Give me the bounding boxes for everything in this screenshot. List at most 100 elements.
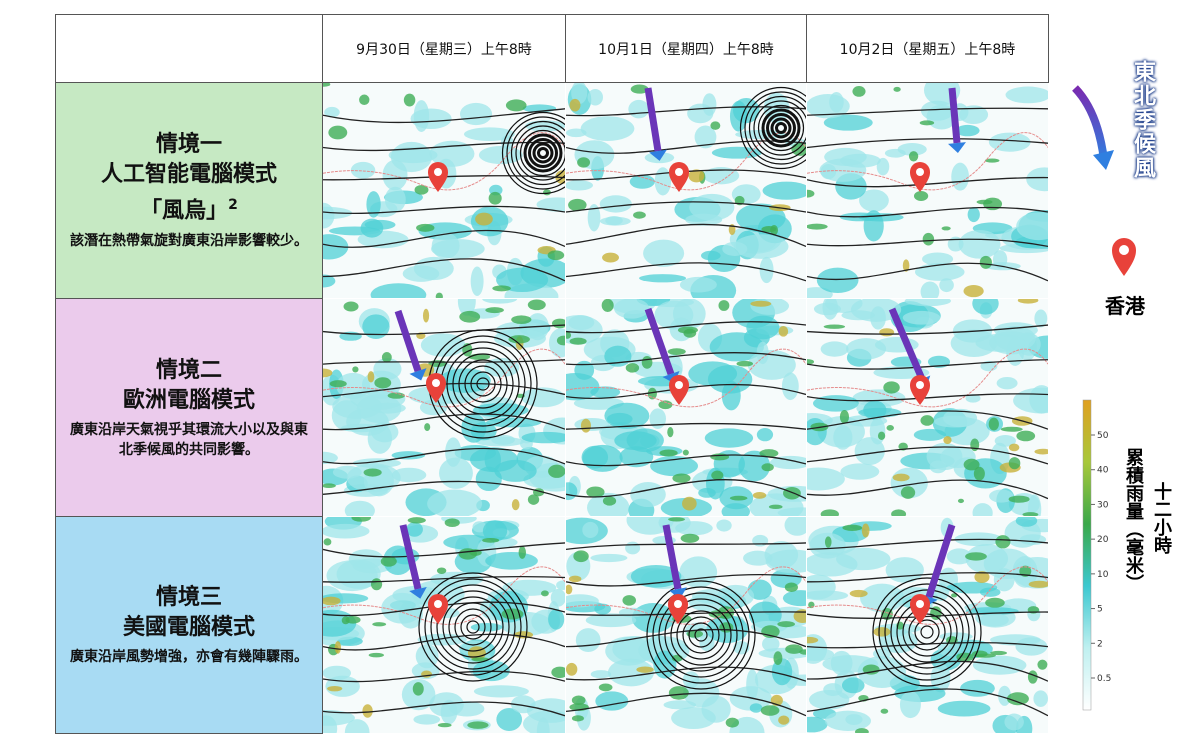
heavy-rain xyxy=(951,593,958,598)
heavy-rain xyxy=(823,324,846,329)
rain-area xyxy=(496,707,523,732)
rain-area xyxy=(762,181,806,200)
hk-pin-dot xyxy=(675,381,683,389)
cyclone-isobar xyxy=(528,138,558,168)
isobar xyxy=(323,205,565,214)
isobar xyxy=(807,262,1048,282)
rain-area xyxy=(764,541,799,569)
rain-area xyxy=(427,489,483,516)
rain-area xyxy=(869,417,886,445)
rain-area xyxy=(626,517,674,535)
heavy-rain xyxy=(752,492,767,499)
rain-area xyxy=(926,442,963,471)
rain-area xyxy=(926,104,957,130)
rain-area xyxy=(390,141,433,173)
colorbar-tick-label: 50 xyxy=(1097,431,1109,441)
cyclone-isobar xyxy=(770,117,792,139)
rain-area xyxy=(859,189,889,212)
hk-pin-dot xyxy=(432,379,440,387)
cyclone-isobar xyxy=(523,133,563,173)
rain-area xyxy=(344,719,370,733)
cyclone-isobar xyxy=(670,604,732,666)
heavy-rain xyxy=(541,590,549,597)
heavy-rain xyxy=(941,226,951,231)
column-header-text: 10月2日（星期五）上午8時 xyxy=(839,41,1016,58)
rain-area xyxy=(391,451,426,460)
rain-area xyxy=(884,148,906,158)
model-map xyxy=(323,299,565,516)
heavy-rain xyxy=(566,584,573,595)
heavy-rain xyxy=(886,424,894,431)
cyclone-isobar xyxy=(658,592,744,678)
rain-area xyxy=(972,503,993,516)
rain-area xyxy=(402,265,440,282)
isobar xyxy=(323,258,565,282)
colorbar-title: 十二小時 xyxy=(1151,482,1172,554)
heavy-rain xyxy=(363,468,382,477)
row-title: 情境二 xyxy=(156,356,222,386)
cyclone-isobar xyxy=(694,628,708,642)
cyclone-isobar xyxy=(501,111,565,195)
rain-area xyxy=(430,571,484,587)
rain-area xyxy=(626,428,664,453)
rain-area xyxy=(366,191,381,218)
heavy-rain xyxy=(568,198,587,212)
hk-pin xyxy=(428,162,448,192)
rain-area xyxy=(902,310,941,325)
rain-area xyxy=(812,395,859,412)
cyclone-isobar xyxy=(464,365,502,403)
rain-area xyxy=(566,180,594,191)
cyclone-isobar xyxy=(448,602,498,652)
heavy-rain xyxy=(566,331,572,339)
cyclone-isobar xyxy=(424,578,522,676)
rain-area xyxy=(820,341,849,357)
rain-area xyxy=(752,534,769,547)
column-header-text: 10月1日（星期四）上午8時 xyxy=(598,41,774,58)
heavy-rain xyxy=(641,356,653,369)
heavy-rain xyxy=(760,705,780,716)
model-map xyxy=(323,517,565,733)
row-title-text: 情境一 xyxy=(155,132,222,158)
column-header: 10月2日（星期五）上午8時 xyxy=(806,14,1049,83)
rain-area xyxy=(445,437,462,467)
rain-area xyxy=(807,647,835,661)
heavy-rain xyxy=(971,650,988,658)
heavy-rain xyxy=(359,94,370,106)
heavy-rain xyxy=(672,473,691,483)
cyclone-isobar xyxy=(753,100,806,156)
rain-area xyxy=(876,157,890,176)
heavy-rain xyxy=(839,409,850,424)
coastline xyxy=(566,566,806,625)
cyclone-isobar xyxy=(418,572,528,682)
heavy-rain xyxy=(919,120,935,126)
heavy-rain xyxy=(548,464,565,478)
row-title: 美國電腦模式 xyxy=(123,613,255,643)
heavy-rain xyxy=(1017,299,1039,304)
footnote: 2 xyxy=(228,197,238,214)
isobar xyxy=(807,410,1048,430)
model-map xyxy=(323,83,565,298)
rain-area xyxy=(784,517,806,536)
rain-area xyxy=(607,658,655,687)
coastline xyxy=(566,132,806,191)
rain-area xyxy=(689,193,735,221)
rain-area xyxy=(413,714,441,725)
heavy-rain xyxy=(527,494,540,505)
heavy-rain xyxy=(569,98,581,112)
heavy-rain xyxy=(973,466,985,481)
isobar xyxy=(566,201,806,213)
isobar xyxy=(807,324,1048,335)
heavy-rain xyxy=(682,496,697,511)
hk-pin xyxy=(428,594,448,624)
hk-pin xyxy=(910,594,930,624)
heavy-rain xyxy=(381,352,392,363)
corner-cell xyxy=(55,14,323,83)
rain-area xyxy=(470,266,484,297)
rain-area xyxy=(694,125,717,149)
cyclone-isobar xyxy=(519,129,565,177)
isobar xyxy=(323,359,565,365)
heavy-rain xyxy=(436,567,447,574)
heavy-rain xyxy=(485,307,504,314)
heavy-rain xyxy=(636,666,654,673)
isobar xyxy=(323,576,565,583)
